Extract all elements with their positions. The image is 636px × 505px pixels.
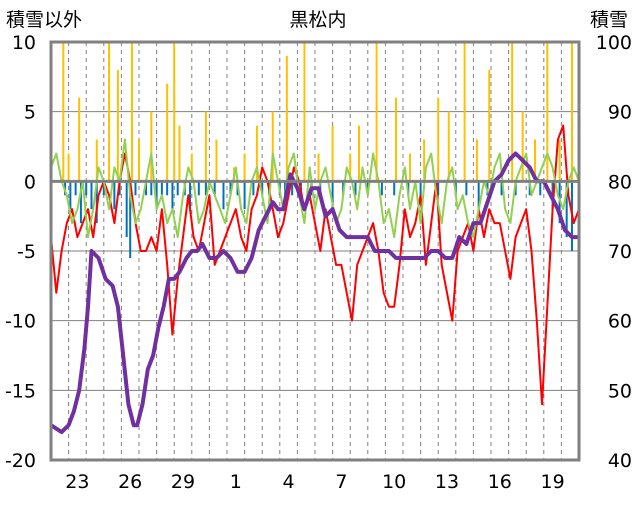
x-tick-label: 1: [230, 471, 242, 493]
chart-title: 黒松内: [289, 9, 346, 31]
bar-series: [62, 42, 573, 258]
x-tick-label: 16: [488, 471, 512, 493]
x-tick-label: 23: [65, 471, 89, 493]
x-tick-label: 7: [335, 471, 347, 493]
right-tick-label: 60: [608, 311, 632, 333]
x-tick-label: 26: [118, 471, 142, 493]
left-tick-label: -5: [17, 241, 36, 263]
right-tick-label: 100: [596, 32, 632, 54]
temp_max-line: [50, 124, 580, 406]
plot-frame: [49, 40, 581, 462]
left-tick-label: -10: [5, 311, 36, 333]
left-tick-label: 5: [24, 102, 36, 124]
left-axis-label: 積雪以外: [6, 9, 82, 31]
x-tick-label: 29: [171, 471, 195, 493]
x-tick-label: 13: [435, 471, 459, 493]
x-tick-label: 10: [382, 471, 406, 493]
x-tick-label: 19: [541, 471, 565, 493]
right-tick-label: 70: [608, 241, 632, 263]
left-tick-label: -15: [5, 380, 36, 402]
right-tick-label: 50: [608, 380, 632, 402]
left-tick-label: 0: [24, 171, 36, 193]
right-tick-label: 80: [608, 171, 632, 193]
right-tick-label: 90: [608, 102, 632, 124]
right-tick-label: 40: [608, 450, 632, 472]
left-tick-label: 10: [12, 32, 36, 54]
right-axis-label: 積雪: [590, 9, 628, 31]
left-tick-label: -20: [5, 450, 36, 472]
x-tick-label: 4: [283, 471, 295, 493]
